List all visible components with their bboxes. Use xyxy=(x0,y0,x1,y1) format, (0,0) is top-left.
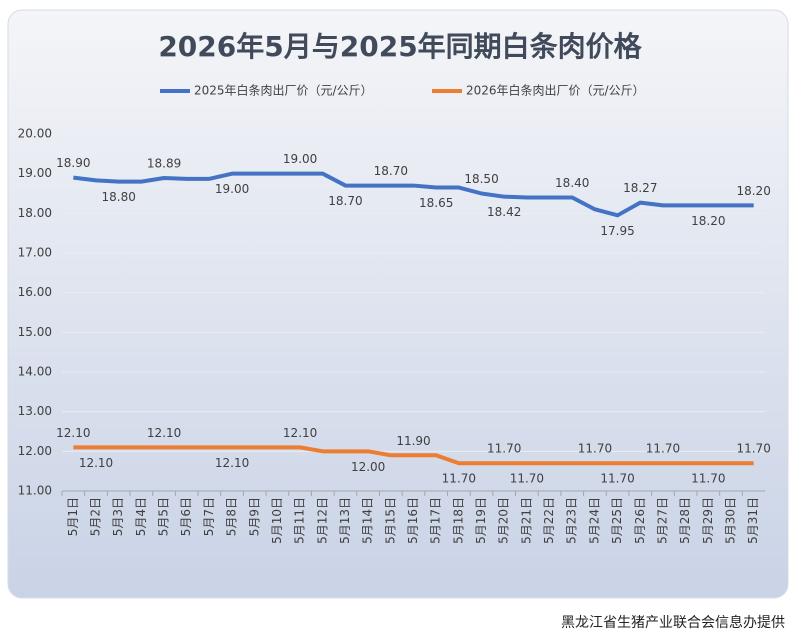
data-label: 18.70 xyxy=(328,194,362,208)
y-tick-label: 19.00 xyxy=(18,166,52,180)
chart-title: 2026年5月与2025年同期白条肉价格 xyxy=(158,30,642,63)
data-label: 11.70 xyxy=(578,442,612,456)
data-label: 12.10 xyxy=(283,426,317,440)
data-label: 18.65 xyxy=(419,196,453,210)
data-label: 18.70 xyxy=(374,164,408,178)
data-label: 18.40 xyxy=(555,176,589,190)
x-tick-label: 5月27日 xyxy=(655,497,669,544)
x-tick-label: 5月1日 xyxy=(66,497,80,536)
x-tick-label: 5月7日 xyxy=(202,497,216,536)
x-tick-label: 5月18日 xyxy=(451,497,465,544)
data-label: 12.10 xyxy=(56,426,90,440)
x-tick-label: 5月20日 xyxy=(497,497,511,544)
x-tick-label: 5月31日 xyxy=(746,497,760,544)
legend-label: 2026年白条肉出厂价（元/公斤） xyxy=(466,83,645,98)
data-label: 11.70 xyxy=(736,442,770,456)
y-tick-label: 20.00 xyxy=(18,127,52,141)
data-label: 19.00 xyxy=(215,182,249,196)
data-label: 17.95 xyxy=(600,224,634,238)
data-label: 11.90 xyxy=(396,434,430,448)
y-tick-label: 12.00 xyxy=(18,444,52,458)
data-label: 18.89 xyxy=(147,157,181,171)
x-tick-label: 5月17日 xyxy=(429,497,443,544)
y-tick-label: 16.00 xyxy=(18,285,52,299)
data-label: 19.00 xyxy=(283,152,317,166)
x-tick-label: 5月4日 xyxy=(134,497,148,536)
x-tick-label: 5月16日 xyxy=(406,497,420,544)
x-tick-label: 5月6日 xyxy=(179,497,193,536)
x-tick-label: 5月30日 xyxy=(723,497,737,544)
y-tick-label: 18.00 xyxy=(18,206,52,220)
x-tick-label: 5月22日 xyxy=(542,497,556,544)
x-tick-label: 5月29日 xyxy=(701,497,715,544)
data-label: 11.70 xyxy=(510,472,544,486)
x-tick-label: 5月15日 xyxy=(383,497,397,544)
x-tick-label: 5月23日 xyxy=(565,497,579,544)
source-note: 黑龙江省生猪产业联合会信息办提供 xyxy=(561,614,785,631)
x-tick-label: 5月3日 xyxy=(111,497,125,536)
series-line xyxy=(73,171,754,218)
y-tick-label: 11.00 xyxy=(18,484,52,498)
x-tick-label: 5月14日 xyxy=(361,497,375,544)
x-tick-label: 5月13日 xyxy=(338,497,352,544)
x-tick-label: 5月24日 xyxy=(587,497,601,544)
x-tick-label: 5月2日 xyxy=(89,497,103,536)
data-label: 11.70 xyxy=(691,472,725,486)
x-tick-label: 5月25日 xyxy=(610,497,624,544)
data-label: 18.50 xyxy=(464,172,498,186)
data-label: 18.90 xyxy=(56,156,90,170)
y-tick-label: 13.00 xyxy=(18,404,52,418)
data-label: 11.70 xyxy=(442,472,476,486)
x-tick-label: 5月8日 xyxy=(225,497,239,536)
x-tick-label: 5月28日 xyxy=(678,497,692,544)
x-tick-label: 5月12日 xyxy=(315,497,329,544)
x-tick-label: 5月9日 xyxy=(247,497,261,536)
data-label: 12.10 xyxy=(215,456,249,470)
x-tick-label: 5月19日 xyxy=(474,497,488,544)
data-label: 12.10 xyxy=(147,426,181,440)
legend-label: 2025年白条肉出厂价（元/公斤） xyxy=(194,83,373,98)
data-label: 11.70 xyxy=(600,472,634,486)
data-label: 11.70 xyxy=(646,442,680,456)
data-label: 11.70 xyxy=(487,442,521,456)
data-label: 18.27 xyxy=(623,181,657,195)
y-tick-label: 15.00 xyxy=(18,325,52,339)
series-line xyxy=(73,445,754,466)
y-tick-label: 17.00 xyxy=(18,246,52,260)
data-label: 18.20 xyxy=(736,184,770,198)
data-label: 18.42 xyxy=(487,205,521,219)
x-tick-label: 5月21日 xyxy=(519,497,533,544)
x-tick-label: 5月26日 xyxy=(633,497,647,544)
data-label: 18.20 xyxy=(691,214,725,228)
data-label: 12.10 xyxy=(79,456,113,470)
x-tick-label: 5月5日 xyxy=(157,497,171,536)
data-label: 18.80 xyxy=(102,190,136,204)
x-tick-label: 5月10日 xyxy=(270,497,284,544)
x-tick-label: 5月11日 xyxy=(293,497,307,544)
data-label: 12.00 xyxy=(351,460,385,474)
y-tick-label: 14.00 xyxy=(18,365,52,379)
